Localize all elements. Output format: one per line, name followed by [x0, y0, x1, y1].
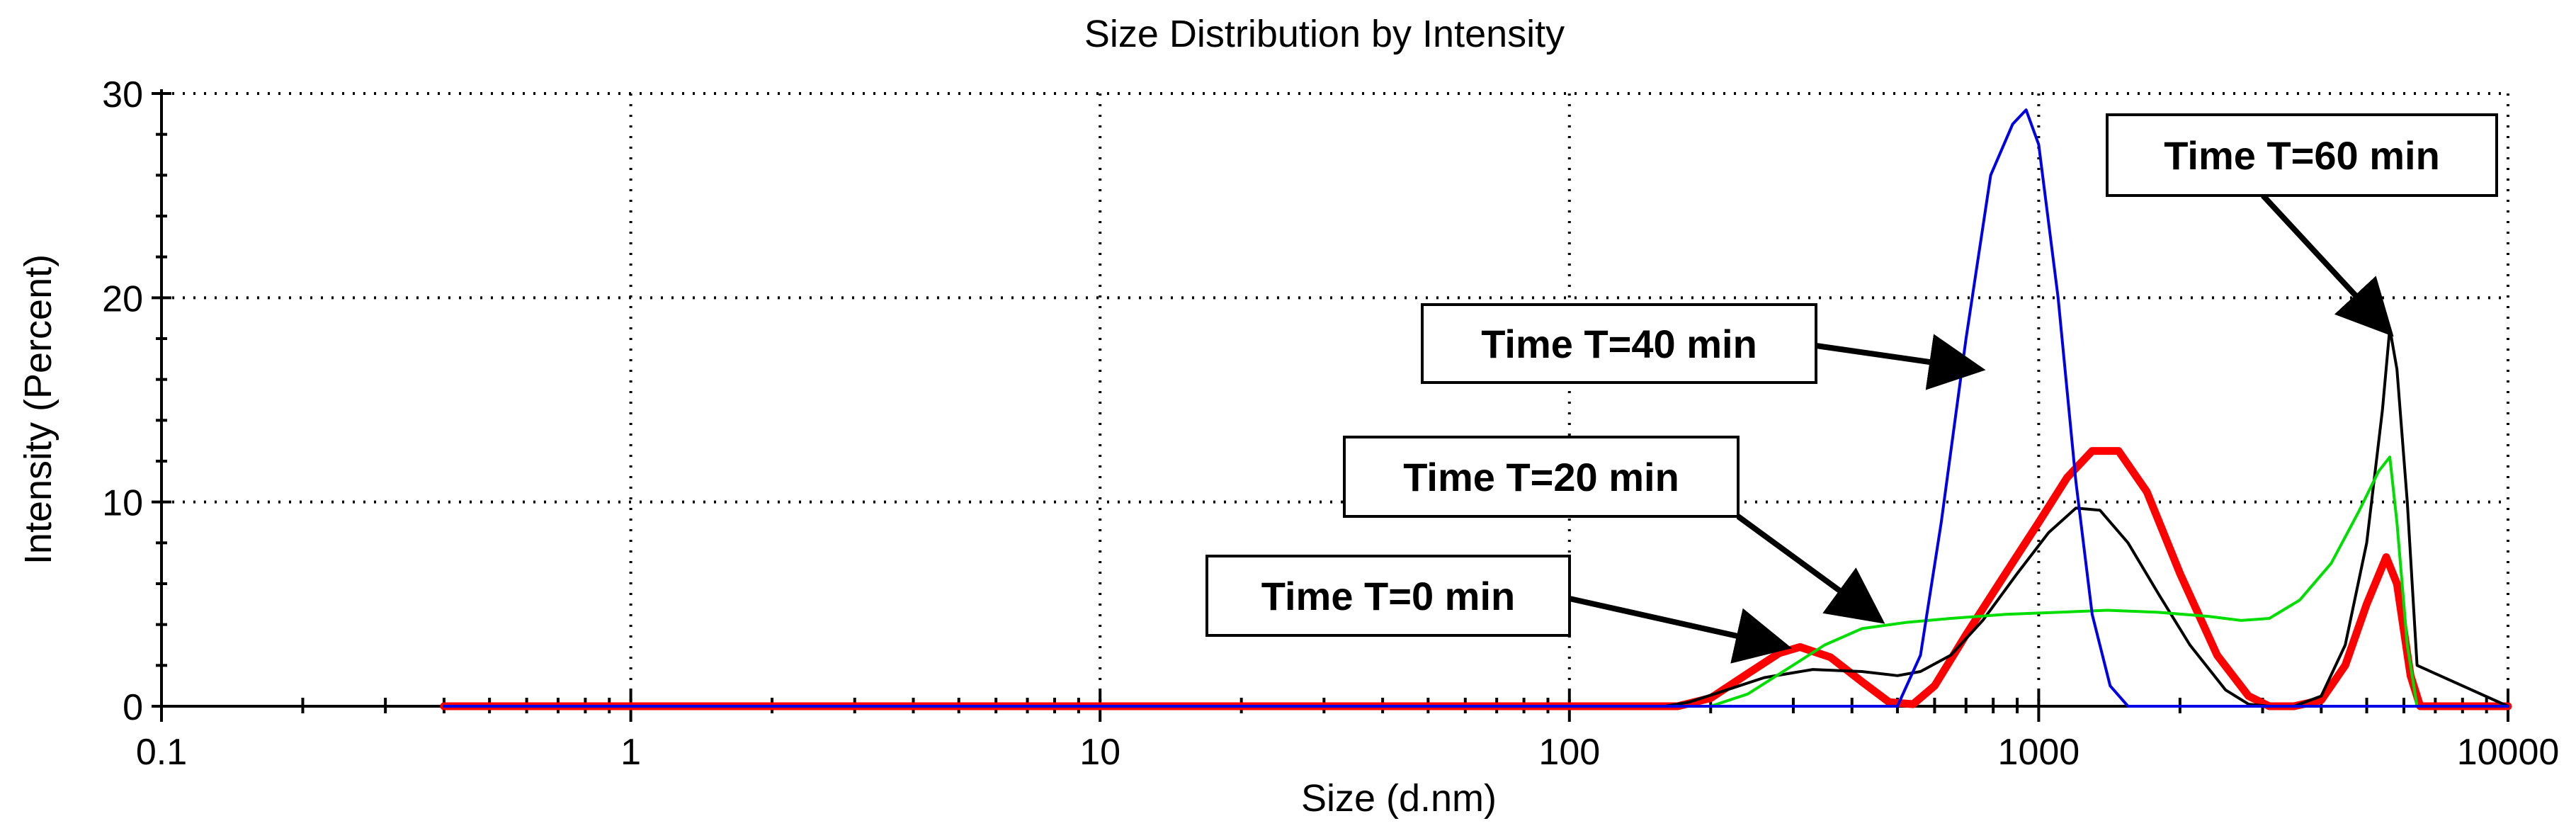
annotation-box	[1421, 303, 1817, 384]
x-axis-label: Size (d.nm)	[1301, 777, 1497, 820]
annotation-arrow	[1569, 596, 1792, 664]
x-tick-label: 10	[1079, 732, 1120, 773]
y-tick-label: 10	[102, 483, 143, 524]
y-tick-label: 20	[102, 278, 143, 319]
annotation-arrow	[2261, 193, 2394, 337]
series-line-2	[442, 327, 2509, 708]
annotation-box	[1343, 436, 1740, 518]
series-line-4	[442, 108, 2509, 708]
y-axis-label: Intensity (Percent)	[17, 254, 59, 565]
annotation-box	[1205, 555, 1571, 637]
annotation-arrow	[1815, 334, 1986, 390]
annotation-label: Time T=0 min	[1261, 574, 1515, 618]
y-tick-label: 0	[123, 687, 143, 728]
x-tick-label: 1000	[1998, 732, 2080, 773]
annotation-label: Time T=60 min	[2164, 133, 2440, 178]
annotations: Time T=60 min Time T=40 min Time T=20 min T…	[1205, 113, 2498, 664]
annotation-arrow	[1736, 514, 1885, 624]
annotation-label: Time T=40 min	[1481, 322, 1757, 366]
annotation-box	[2106, 113, 2498, 197]
y-tick-label: 30	[102, 74, 143, 115]
x-tick-label: 0.1	[136, 732, 187, 773]
x-tick-label: 1	[620, 732, 641, 773]
chart-title: Size Distribution by Intensity	[1084, 13, 1565, 55]
x-tick-label: 10000	[2457, 732, 2560, 773]
annotation-label: Time T=20 min	[1403, 455, 1679, 499]
series-line-3	[442, 455, 2509, 708]
x-tick-label: 100	[1538, 732, 1600, 773]
